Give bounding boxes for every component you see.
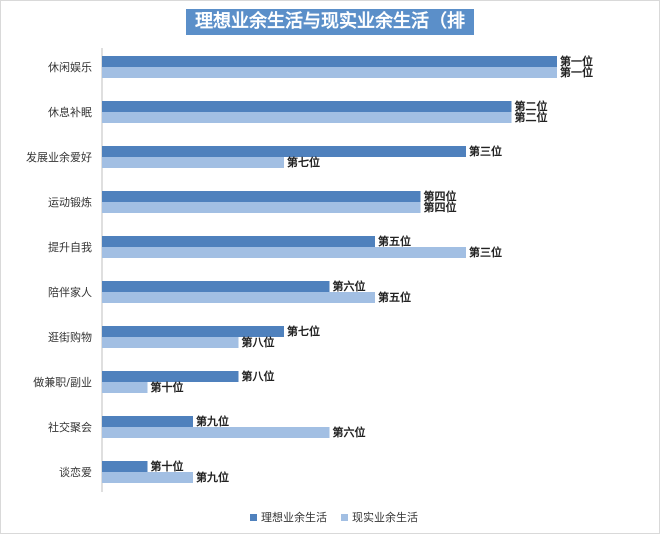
data-label: 第六位 [333,279,366,293]
data-label: 第七位 [287,324,320,338]
legend: 理想业余生活 现实业余生活 [250,509,426,525]
data-label: 第七位 [287,155,320,169]
data-label: 第五位 [378,234,411,248]
data-label: 第四位 [424,200,457,214]
data-label: 第一位 [560,65,593,79]
data-label: 第九位 [196,414,229,428]
bar-ideal [102,371,239,382]
category-label: 休闲娱乐 [48,60,92,74]
bar-real [102,112,512,123]
bar-real [102,292,375,303]
category-label: 做兼职/副业 [33,375,92,389]
data-label: 第十位 [151,380,184,394]
bar-ideal [102,326,284,337]
data-label: 第九位 [196,470,229,484]
data-label: 第五位 [378,290,411,304]
category-label: 社交聚会 [48,420,92,434]
data-label: 第八位 [242,335,275,349]
category-label: 发展业余爱好 [26,150,92,164]
bar-real [102,202,421,213]
category-label: 谈恋爱 [59,465,92,479]
category-label: 运动锻炼 [48,195,92,209]
category-label: 休息补眠 [48,105,92,119]
legend-item-ideal: 理想业余生活 [250,509,327,525]
category-label: 陪伴家人 [48,285,92,299]
category-label: 提升自我 [48,241,92,254]
legend-item-real: 现实业余生活 [341,509,418,525]
chart-title: 理想业余生活与现实业余生活（排序） [186,9,474,58]
data-label: 第四位 [424,189,457,203]
bar-real [102,337,239,348]
bar-ideal [102,146,466,157]
bar-ideal [102,191,421,202]
data-label: 第二位 [515,110,548,124]
bar-ideal [102,416,193,427]
bar-real [102,382,148,393]
bar-ideal [102,281,330,292]
bar-real [102,67,557,78]
bar-ideal [102,56,557,67]
data-label: 第六位 [333,425,366,439]
data-label: 第十位 [151,459,184,473]
bar-real [102,157,284,168]
legend-label-real: 现实业余生活 [352,511,418,524]
bar-ideal [102,236,375,247]
data-label: 第一位 [560,54,593,68]
bar-real [102,472,193,483]
category-label: 逛街购物 [48,330,92,344]
legend-label-ideal: 理想业余生活 [261,511,327,524]
data-label: 第三位 [469,245,502,259]
legend-swatch-real [341,513,348,521]
legend-swatch-ideal [250,513,257,521]
bar-ideal [102,461,148,472]
bar-ideal [102,101,512,112]
bar-real [102,247,466,258]
data-label: 第三位 [469,144,502,158]
data-label: 第八位 [242,369,275,383]
data-label: 第二位 [515,99,548,113]
bar-real [102,427,330,438]
